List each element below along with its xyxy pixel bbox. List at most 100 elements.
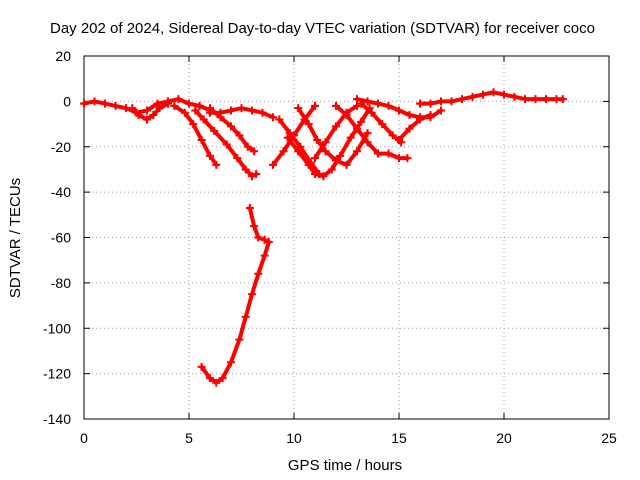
series-line bbox=[313, 103, 359, 161]
data-point bbox=[403, 154, 412, 163]
data-point bbox=[243, 142, 252, 151]
data-point bbox=[260, 235, 269, 244]
data-point bbox=[143, 115, 151, 124]
data-point bbox=[149, 110, 158, 119]
x-tick-label: 0 bbox=[80, 430, 88, 446]
data-point bbox=[426, 99, 435, 108]
series-dip-4 bbox=[206, 104, 259, 156]
data-point bbox=[447, 97, 456, 106]
data-point bbox=[321, 147, 330, 156]
data-point bbox=[319, 172, 328, 181]
data-point bbox=[353, 101, 361, 110]
data-point bbox=[521, 95, 529, 104]
data-point bbox=[311, 101, 319, 110]
data-point bbox=[342, 160, 351, 169]
y-tick-label: -100 bbox=[43, 320, 71, 336]
y-tick-label: 20 bbox=[55, 48, 71, 64]
series-baseline-late bbox=[353, 95, 445, 122]
data-point bbox=[206, 108, 214, 117]
data-point bbox=[542, 95, 550, 104]
data-point bbox=[479, 90, 487, 99]
data-point bbox=[353, 147, 361, 156]
y-tick-label: -40 bbox=[51, 184, 71, 200]
data-point bbox=[241, 165, 250, 174]
data-point bbox=[134, 110, 143, 119]
data-point bbox=[197, 362, 206, 371]
data-point bbox=[395, 154, 403, 163]
data-point bbox=[468, 92, 477, 101]
data-point bbox=[558, 95, 567, 104]
data-point bbox=[197, 135, 206, 144]
series-crossing-b bbox=[275, 115, 324, 178]
data-point bbox=[212, 160, 221, 169]
data-point bbox=[269, 160, 277, 169]
x-axis-title: GPS time / hours bbox=[288, 457, 402, 474]
data-point bbox=[437, 106, 445, 115]
y-tick-label: -140 bbox=[43, 411, 71, 427]
data-point bbox=[313, 135, 322, 144]
data-point bbox=[437, 97, 445, 106]
data-point bbox=[155, 104, 164, 113]
data-point bbox=[384, 101, 393, 110]
data-point bbox=[250, 222, 259, 231]
data-point bbox=[405, 124, 414, 133]
data-point bbox=[143, 106, 151, 115]
data-point bbox=[363, 138, 372, 147]
data-point bbox=[248, 172, 256, 181]
data-point bbox=[210, 126, 219, 135]
series-line bbox=[193, 108, 259, 179]
data-point bbox=[374, 149, 382, 158]
data-point bbox=[458, 95, 466, 104]
data-point bbox=[199, 115, 208, 124]
data-point bbox=[195, 101, 204, 110]
x-tick-label: 10 bbox=[286, 430, 302, 446]
data-point bbox=[227, 106, 235, 115]
data-point bbox=[260, 251, 269, 260]
data-point bbox=[206, 374, 214, 383]
data-point bbox=[531, 95, 540, 104]
data-point bbox=[264, 238, 273, 247]
data-point bbox=[388, 131, 397, 140]
data-point bbox=[185, 99, 193, 108]
data-point bbox=[342, 110, 351, 119]
data-point bbox=[153, 99, 162, 108]
data-point bbox=[346, 133, 355, 142]
data-point bbox=[180, 108, 189, 117]
data-point bbox=[304, 120, 313, 129]
data-point bbox=[216, 108, 225, 117]
x-tick-label: 5 bbox=[185, 430, 193, 446]
series-dip-5 bbox=[332, 101, 412, 163]
data-point bbox=[283, 133, 292, 142]
data-point bbox=[285, 129, 294, 138]
data-point bbox=[250, 147, 259, 156]
y-tick-labels: 20 0 -20 -40 -60 -80 -100 -120 -140 bbox=[43, 48, 71, 427]
data-point bbox=[252, 169, 261, 178]
data-point bbox=[353, 95, 361, 104]
data-point bbox=[416, 113, 424, 122]
data-point bbox=[332, 122, 340, 131]
data-point bbox=[374, 99, 382, 108]
data-point bbox=[111, 101, 120, 110]
series-crossing-d bbox=[294, 104, 372, 169]
y-tick-label: -60 bbox=[51, 230, 71, 246]
data-point bbox=[245, 204, 254, 213]
data-point bbox=[332, 101, 340, 110]
data-point bbox=[357, 117, 366, 126]
data-point bbox=[101, 99, 109, 108]
y-tick-label: 0 bbox=[63, 93, 71, 109]
data-point bbox=[327, 165, 336, 174]
data-point bbox=[222, 140, 231, 149]
y-axis-title: SDTVAR / TECUs bbox=[7, 178, 24, 298]
data-point bbox=[235, 335, 244, 344]
data-point bbox=[227, 358, 235, 367]
y-tick-label: -20 bbox=[51, 139, 71, 155]
series-line bbox=[172, 103, 219, 167]
data-point bbox=[258, 108, 267, 117]
data-point bbox=[405, 110, 414, 119]
data-point bbox=[241, 312, 250, 321]
data-point bbox=[311, 154, 319, 163]
data-point bbox=[191, 106, 200, 115]
data-point bbox=[164, 99, 172, 108]
series-dip-2 bbox=[170, 101, 221, 169]
